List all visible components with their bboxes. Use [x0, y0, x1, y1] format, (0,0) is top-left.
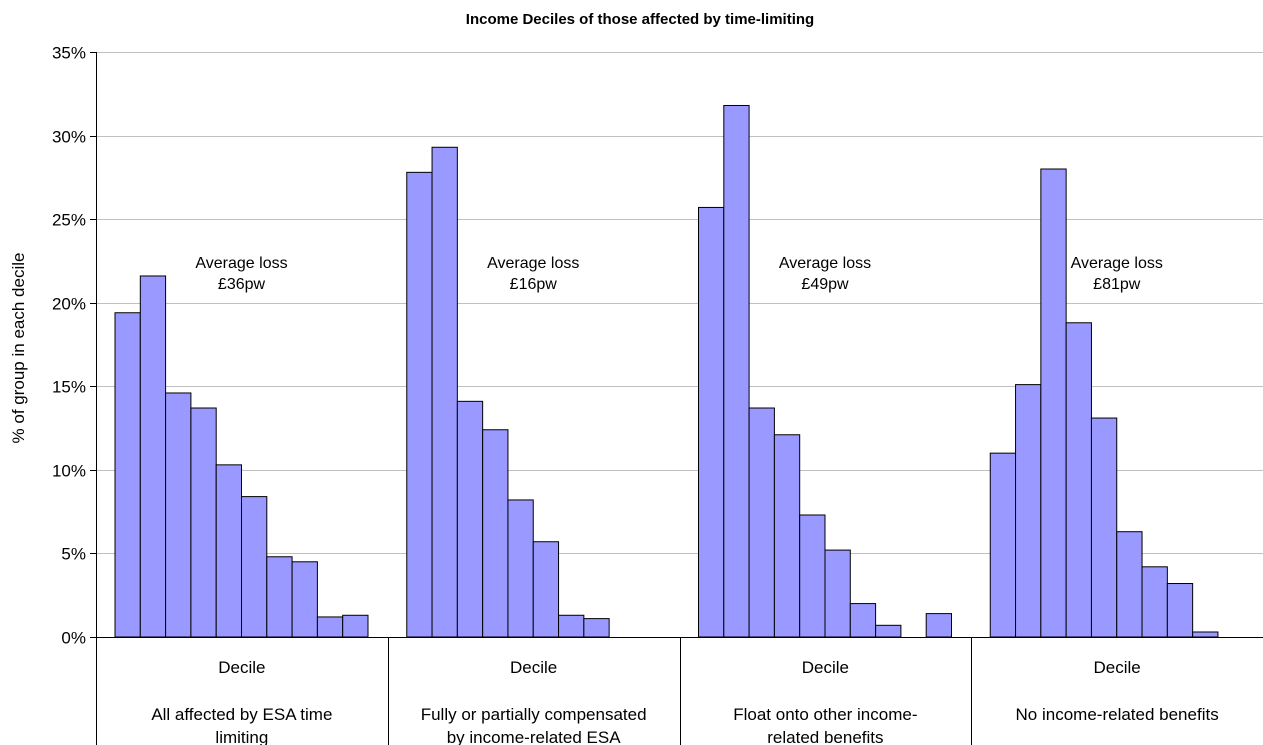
- average-loss-value: £81pw: [1093, 276, 1141, 293]
- decile-bar: [1015, 384, 1042, 638]
- average-loss-label: Average loss: [195, 255, 287, 272]
- decile-bar: [291, 561, 318, 638]
- decile-bar: [342, 614, 369, 638]
- y-tick-label: 20%: [52, 295, 86, 314]
- decile-bar: [1166, 583, 1194, 638]
- average-loss-value: £16pw: [510, 276, 558, 293]
- average-loss-label: Average loss: [487, 255, 579, 272]
- category-label: Fully or partially compensated: [421, 705, 647, 724]
- chart-title: Income Deciles of those affected by time…: [466, 11, 814, 28]
- decile-bar: [558, 614, 585, 638]
- decile-bar: [431, 146, 458, 638]
- decile-bar: [583, 618, 610, 638]
- decile-axis-label: Decile: [1094, 658, 1141, 677]
- category-label: All affected by ESA time: [151, 705, 332, 724]
- y-tick-label: 35%: [52, 44, 86, 63]
- average-loss-value: £49pw: [801, 276, 849, 293]
- decile-bar: [1065, 322, 1092, 638]
- bars: [114, 104, 1219, 638]
- decile-bar: [799, 514, 826, 638]
- decile-bar: [165, 392, 192, 638]
- decile-bar: [824, 549, 851, 638]
- decile-bar: [1116, 531, 1143, 638]
- category-label: by income-related ESA: [447, 728, 622, 745]
- gridlines: [96, 52, 1263, 554]
- decile-bar: [1192, 631, 1219, 638]
- decile-bar: [1141, 566, 1168, 638]
- decile-bar: [849, 603, 877, 638]
- decile-bar: [748, 407, 775, 638]
- decile-bar: [114, 312, 141, 638]
- y-tick-label: 30%: [52, 128, 86, 147]
- labels: 0% 5% 10% 15% 20% 25% 30% 35% Average loss £36pw D…: [52, 44, 1219, 745]
- category-label: No income-related benefits: [1016, 705, 1219, 724]
- decile-axis-label: Decile: [218, 658, 265, 677]
- decile-bar: [1090, 417, 1118, 638]
- axes: [90, 52, 1263, 745]
- y-axis-label: % of group in each decile: [9, 253, 28, 444]
- y-tick-label: 15%: [52, 378, 86, 397]
- decile-bar: [773, 434, 801, 638]
- average-loss-label: Average loss: [779, 255, 871, 272]
- average-loss-value: £36pw: [218, 276, 266, 293]
- decile-bar: [190, 407, 217, 638]
- decile-bar: [1040, 168, 1067, 638]
- decile-bar: [316, 616, 344, 638]
- y-tick-label: 10%: [52, 462, 86, 481]
- decile-bar: [482, 429, 509, 638]
- y-tick-label: 0%: [61, 629, 86, 648]
- category-label: limiting: [215, 728, 268, 745]
- y-tick-label: 5%: [61, 545, 86, 564]
- decile-bar: [456, 400, 484, 638]
- decile-bar: [698, 206, 725, 638]
- decile-axis-label: Decile: [510, 658, 557, 677]
- y-tick-label: 25%: [52, 211, 86, 230]
- average-loss-label: Average loss: [1071, 255, 1163, 272]
- decile-bar: [215, 464, 242, 638]
- decile-axis-label: Decile: [802, 658, 849, 677]
- decile-bar: [532, 541, 560, 638]
- decile-bar: [989, 452, 1017, 638]
- decile-bar: [723, 104, 750, 638]
- decile-bar: [406, 171, 433, 638]
- decile-bar: [925, 613, 953, 638]
- decile-bar: [241, 496, 268, 638]
- category-label: related benefits: [767, 728, 883, 745]
- category-label: Float onto other income-: [733, 705, 917, 724]
- decile-bar: [139, 275, 167, 638]
- decile-bar: [507, 499, 534, 638]
- decile-bar: [875, 624, 902, 638]
- decile-bar: [266, 556, 293, 638]
